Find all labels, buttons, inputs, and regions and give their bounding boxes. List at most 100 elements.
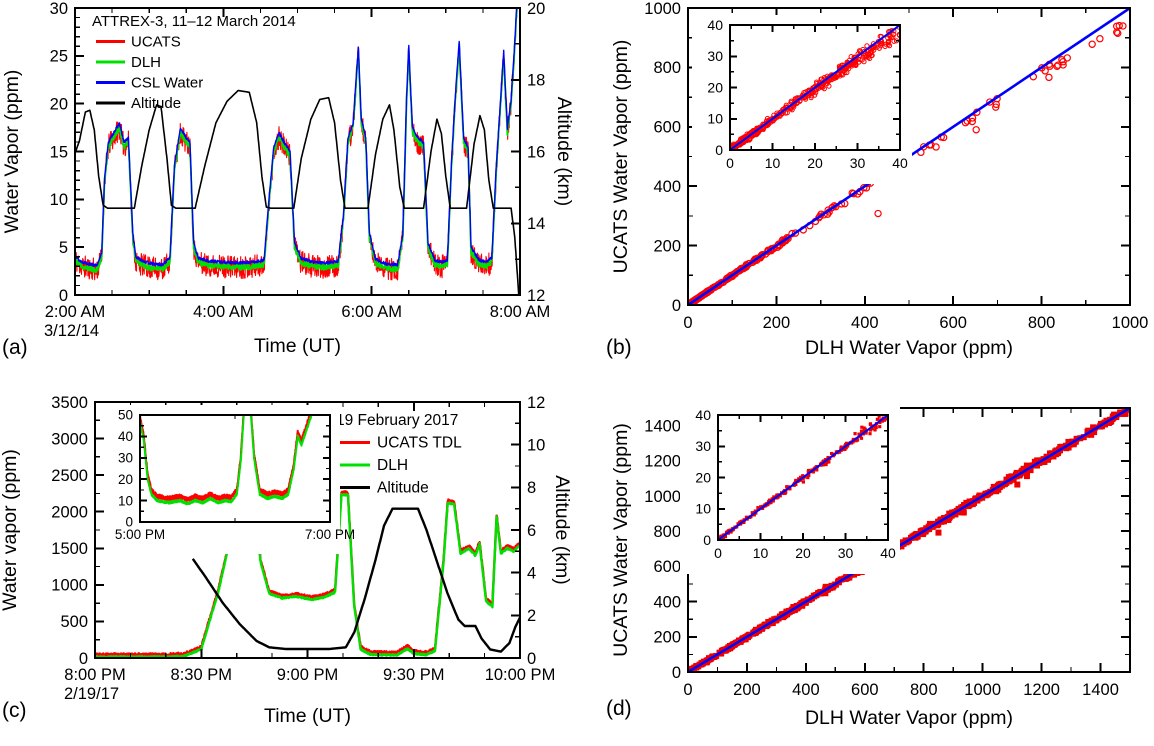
svg-text:18: 18 (527, 72, 545, 90)
svg-text:800: 800 (653, 59, 681, 77)
svg-text:10: 10 (50, 191, 68, 209)
svg-text:10: 10 (527, 436, 545, 454)
svg-text:1200: 1200 (1023, 681, 1060, 699)
svg-text:14: 14 (527, 215, 545, 233)
svg-text:50: 50 (118, 408, 133, 423)
svg-text:400: 400 (792, 681, 820, 699)
svg-text:10:00 PM: 10:00 PM (485, 666, 556, 684)
svg-text:UCATS: UCATS (131, 34, 181, 51)
svg-text:0: 0 (726, 155, 734, 171)
svg-text:5:00 PM: 5:00 PM (115, 527, 165, 542)
svg-text:2/19/17: 2/19/17 (64, 685, 119, 703)
svg-text:1400: 1400 (644, 417, 681, 435)
svg-text:DLH: DLH (377, 457, 408, 474)
svg-text:800: 800 (910, 681, 938, 699)
svg-text:3000: 3000 (51, 430, 88, 448)
svg-text:1200: 1200 (644, 453, 681, 471)
svg-text:Altitude: Altitude (131, 95, 181, 112)
svg-text:10: 10 (753, 545, 769, 561)
svg-text:UCATS TDL: UCATS TDL (377, 435, 462, 452)
svg-text:Time (UT): Time (UT) (264, 705, 351, 727)
svg-text:20: 20 (695, 469, 711, 485)
chart-c-flight-timeseries: 8:00 PM2/19/17 8:30 PM 9:00 PM 9:30 PM 10:00… (0, 394, 573, 727)
svg-text:CSL Water: CSL Water (131, 75, 203, 92)
svg-text:15: 15 (50, 143, 68, 161)
svg-text:1000: 1000 (964, 681, 1001, 699)
svg-text:UCATS Water Vapor (ppm): UCATS Water Vapor (ppm) (610, 423, 632, 657)
svg-text:8:00 AM: 8:00 AM (490, 303, 551, 321)
svg-text:10: 10 (707, 111, 723, 127)
svg-text:3/12/14: 3/12/14 (44, 322, 99, 340)
svg-text:Altitude (km): Altitude (km) (553, 97, 575, 206)
svg-text:4: 4 (527, 564, 536, 582)
svg-text:25: 25 (50, 48, 68, 66)
svg-text:0: 0 (672, 297, 681, 315)
chart-d-ucats-vs-dlh-scatter: 0 200 400 600 800 1000 1200 1400020040060080010… (610, 405, 1131, 729)
svg-text:2:00 AM: 2:00 AM (45, 303, 106, 321)
chart-a-flight-timeseries: 2:00 AM3/12/14 4:00 AM 6:00 AM 8:00 AM 0 5 10 1… (1, 0, 575, 357)
svg-text:5: 5 (59, 239, 68, 257)
svg-text:0: 0 (125, 515, 133, 530)
svg-text:400: 400 (851, 314, 879, 332)
svg-text:0: 0 (683, 681, 692, 699)
svg-text:6: 6 (527, 522, 536, 540)
svg-text:200: 200 (733, 681, 761, 699)
svg-text:600: 600 (653, 558, 681, 576)
svg-text:30: 30 (50, 0, 68, 18)
svg-text:400: 400 (653, 178, 681, 196)
svg-text:19 February 2017: 19 February 2017 (336, 412, 458, 429)
svg-text:Water Vapor (ppm): Water Vapor (ppm) (1, 70, 23, 234)
svg-text:40: 40 (892, 155, 908, 171)
svg-text:400: 400 (653, 593, 681, 611)
svg-text:8:30 PM: 8:30 PM (171, 666, 232, 684)
svg-text:200: 200 (653, 629, 681, 647)
svg-text:1500: 1500 (51, 540, 88, 558)
svg-text:9:00 PM: 9:00 PM (277, 666, 338, 684)
panel-label-a: (a) (2, 336, 28, 359)
svg-text:10: 10 (118, 493, 133, 508)
svg-text:DLH Water Vapor (ppm): DLH Water Vapor (ppm) (805, 337, 1013, 359)
svg-text:ATTREX-3, 11–12 March 2014: ATTREX-3, 11–12 March 2014 (92, 13, 296, 30)
svg-text:7:00 PM: 7:00 PM (305, 527, 355, 542)
svg-text:200: 200 (763, 314, 791, 332)
svg-text:600: 600 (939, 314, 967, 332)
svg-text:500: 500 (60, 613, 88, 631)
svg-text:1000: 1000 (644, 488, 681, 506)
svg-text:40: 40 (695, 407, 711, 423)
panel-label-d: (d) (606, 697, 632, 720)
panel-label-b: (b) (606, 336, 632, 359)
svg-text:200: 200 (653, 237, 681, 255)
svg-text:0: 0 (683, 314, 692, 332)
svg-text:9:30 PM: 9:30 PM (383, 666, 444, 684)
svg-text:0: 0 (79, 650, 88, 668)
svg-text:30: 30 (118, 451, 133, 466)
svg-text:1000: 1000 (644, 0, 681, 18)
svg-text:DLH Water Vapor (ppm): DLH Water Vapor (ppm) (805, 707, 1013, 729)
svg-text:UCATS Water Vapor (ppm): UCATS Water Vapor (ppm) (610, 40, 632, 274)
svg-text:2500: 2500 (51, 467, 88, 485)
svg-text:2000: 2000 (51, 503, 88, 521)
svg-text:1000: 1000 (1112, 314, 1149, 332)
svg-text:0: 0 (527, 650, 536, 668)
svg-text:20: 20 (795, 545, 811, 561)
svg-text:0: 0 (714, 545, 722, 561)
svg-text:20: 20 (707, 79, 723, 95)
svg-text:Water vapor (ppm): Water vapor (ppm) (0, 449, 21, 611)
svg-text:20: 20 (118, 472, 133, 487)
svg-text:Altitude (km): Altitude (km) (551, 475, 573, 584)
svg-text:Time (UT): Time (UT) (254, 335, 341, 357)
svg-text:0: 0 (59, 287, 68, 305)
svg-text:12: 12 (527, 394, 545, 412)
svg-text:2: 2 (527, 607, 536, 625)
svg-text:Altitude: Altitude (377, 480, 429, 497)
svg-text:12: 12 (527, 287, 545, 305)
svg-text:6:00 AM: 6:00 AM (341, 303, 402, 321)
svg-text:40: 40 (880, 545, 896, 561)
svg-text:1000: 1000 (51, 577, 88, 595)
svg-text:20: 20 (807, 155, 823, 171)
svg-text:3500: 3500 (51, 394, 88, 412)
svg-text:30: 30 (707, 48, 723, 64)
svg-text:800: 800 (1028, 314, 1056, 332)
